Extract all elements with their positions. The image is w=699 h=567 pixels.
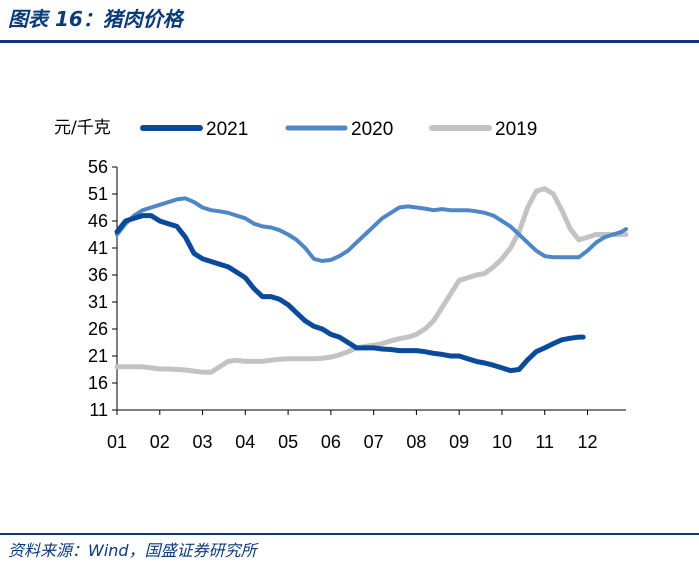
x-tick-label: 02 xyxy=(150,432,170,452)
x-tick-label: 11 xyxy=(535,432,554,452)
x-axis: 01 02 03 04 05 06 07 08 09 10 11 12 xyxy=(107,409,626,452)
series-line-2019 xyxy=(114,186,629,375)
y-tick-label: 26 xyxy=(88,319,108,339)
chart-legend: 2021 2020 2019 xyxy=(140,119,537,140)
x-tick-label: 09 xyxy=(449,432,469,452)
y-tick-label: 21 xyxy=(88,346,108,366)
source-note: 资料来源：Wind，国盛证券研究所 xyxy=(8,541,257,560)
y-tick-label: 41 xyxy=(88,238,108,258)
legend-label-2019: 2019 xyxy=(495,119,537,140)
x-tick-label: 07 xyxy=(364,432,384,452)
series-layer xyxy=(114,186,629,375)
series-line-2020 xyxy=(115,196,628,263)
y-tick-label: 31 xyxy=(88,292,108,312)
x-tick-label: 03 xyxy=(193,432,213,452)
y-axis: 11 16 21 26 31 36 41 46 51 56 xyxy=(88,157,118,420)
figure-title: 图表 16：猪肉价格 xyxy=(8,7,183,31)
unit-label: 元/千克 xyxy=(54,118,111,138)
x-tick-label: 04 xyxy=(235,432,255,452)
x-tick-label: 06 xyxy=(321,432,341,452)
y-tick-label: 46 xyxy=(88,211,108,231)
x-tick-label: 10 xyxy=(492,432,512,452)
bottom-rule xyxy=(0,533,699,535)
y-tick-label: 16 xyxy=(88,373,108,393)
x-tick-label: 12 xyxy=(577,432,597,452)
x-tick-label: 08 xyxy=(406,432,426,452)
x-tick-label: 01 xyxy=(107,432,127,452)
legend-label-2020: 2020 xyxy=(351,119,393,140)
y-tick-label: 56 xyxy=(88,157,108,177)
x-tick-label: 05 xyxy=(278,432,298,452)
y-tick-label: 36 xyxy=(88,265,108,285)
series-line-2021 xyxy=(114,213,586,374)
top-rule xyxy=(0,40,699,43)
legend-label-2021: 2021 xyxy=(206,119,248,140)
y-tick-label: 11 xyxy=(89,400,108,420)
y-tick-label: 51 xyxy=(88,184,108,204)
